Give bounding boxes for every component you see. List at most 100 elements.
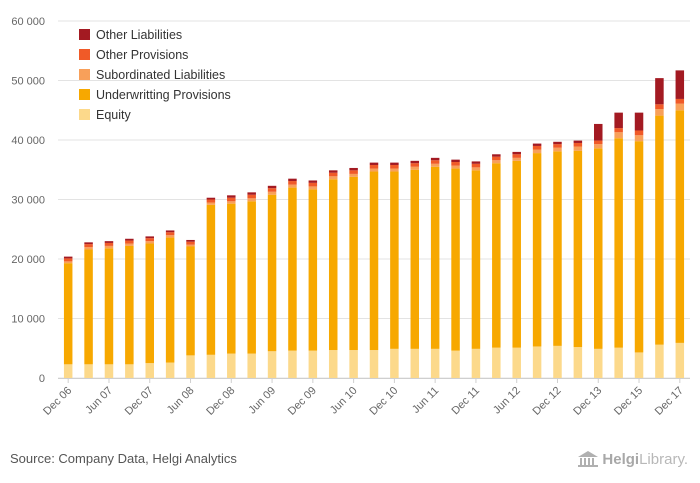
bar-segment (206, 199, 216, 203)
bar-segment (308, 189, 318, 351)
footer: Source: Company Data, Helgi Analytics He… (0, 441, 700, 483)
stacked-bar-chart: 0 10 000 20 000 30 000 40 000 50 000 60 000 De… (11, 16, 690, 418)
y-tick-label: 20 000 (11, 254, 45, 266)
bar-segment (614, 138, 623, 348)
bar-segment (675, 98, 685, 104)
bar-segment (165, 235, 175, 238)
bar-segment (206, 204, 216, 355)
bar-segment (573, 142, 583, 147)
bar-segment (430, 166, 440, 349)
x-tick-label: Dec 09 (286, 385, 319, 418)
bar-segment (675, 103, 685, 111)
bar-segment (84, 247, 93, 250)
bar-segment (390, 348, 399, 378)
bar-segment (451, 162, 460, 166)
bar-segment (594, 123, 603, 141)
bar-segment (492, 163, 501, 348)
bar-segment (451, 350, 460, 378)
y-axis: 0 10 000 20 000 30 000 40 000 50 000 60 000 (11, 16, 45, 385)
bar-segment (165, 232, 175, 236)
bar-segment (634, 135, 644, 142)
bar-segment (308, 180, 318, 183)
bar-segment (430, 348, 440, 378)
bar-segment (675, 70, 685, 99)
bar-segment (471, 348, 481, 378)
bar-segment (410, 160, 420, 164)
legend-swatch (79, 49, 90, 60)
x-tick-label: Dec 07 (123, 385, 156, 418)
bar-segment (186, 246, 195, 356)
bar-segment (267, 188, 277, 192)
bar-segment (512, 347, 521, 378)
legend-label: Other Provisions (96, 48, 188, 62)
bar-segment (430, 160, 440, 164)
bar-segment (532, 149, 542, 154)
bar-segment (227, 195, 236, 198)
bar-segment (430, 157, 440, 161)
legend-label: Equity (96, 108, 131, 122)
bar-segment (390, 171, 399, 349)
x-tick-label: Dec 08 (204, 385, 237, 418)
bar-segment (369, 162, 379, 165)
bar-segment (573, 150, 583, 348)
brand-logo[interactable]: Helgi Library. (577, 450, 688, 468)
bar-segment (125, 364, 134, 378)
legend-label: Subordinated Liabilities (96, 68, 225, 82)
bar-segment (655, 115, 664, 345)
bar-segment (227, 201, 236, 204)
bar-segment (369, 350, 379, 378)
legend-swatch (79, 109, 90, 120)
bar-segment (247, 194, 256, 199)
bar-segment (614, 347, 623, 378)
bar-segment (63, 258, 73, 262)
bar-segment (308, 182, 318, 187)
x-tick-label: Jun 11 (410, 385, 441, 416)
y-tick-label: 50 000 (11, 76, 45, 88)
legend-swatch (79, 89, 90, 100)
bar-segment (125, 245, 134, 365)
bar-segment (63, 261, 73, 264)
bar-segment (614, 132, 623, 139)
bar-segment (573, 146, 583, 151)
bar-segment (451, 159, 460, 163)
bar-segment (594, 348, 603, 378)
bar-segment (553, 147, 562, 152)
y-tick-label: 30 000 (11, 195, 45, 207)
legend-label: Other Liabilities (96, 28, 182, 42)
bar-segment (451, 165, 460, 169)
bar-segment (328, 350, 338, 378)
bar-segment (655, 104, 664, 110)
bar-segment (553, 144, 562, 148)
bar-segment (349, 176, 358, 351)
bar-segment (451, 168, 460, 351)
x-tick-label: Dec 13 (571, 385, 604, 418)
bar-segment (655, 344, 664, 378)
bar-segment (471, 167, 481, 171)
bar-segment (125, 238, 134, 241)
bar-segment (288, 350, 297, 378)
bar-segment (145, 363, 154, 379)
x-tick-label: Dec 10 (367, 385, 400, 418)
bar-segment (573, 347, 583, 378)
bar-segment (84, 364, 93, 378)
bar-segment (206, 202, 216, 205)
bar-segment (84, 244, 93, 248)
bar-segment (84, 249, 93, 365)
bar-segment (512, 160, 521, 348)
bar-segment (614, 112, 623, 129)
bar-segment (227, 353, 236, 378)
bar-segment (492, 154, 501, 157)
bar-segment (165, 237, 175, 363)
source-note: Source: Company Data, Helgi Analytics (10, 451, 237, 466)
bar-segment (390, 168, 399, 172)
bar-segment (288, 181, 297, 185)
bars (63, 70, 685, 379)
x-tick-label: Jun 07 (83, 385, 115, 417)
bar-segment (655, 78, 664, 105)
bar-segment (84, 242, 93, 245)
y-tick-label: 0 (39, 373, 45, 385)
bar-segment (267, 194, 277, 352)
bar-segment (267, 351, 277, 378)
bar-segment (369, 168, 379, 172)
bar-segment (471, 170, 481, 349)
